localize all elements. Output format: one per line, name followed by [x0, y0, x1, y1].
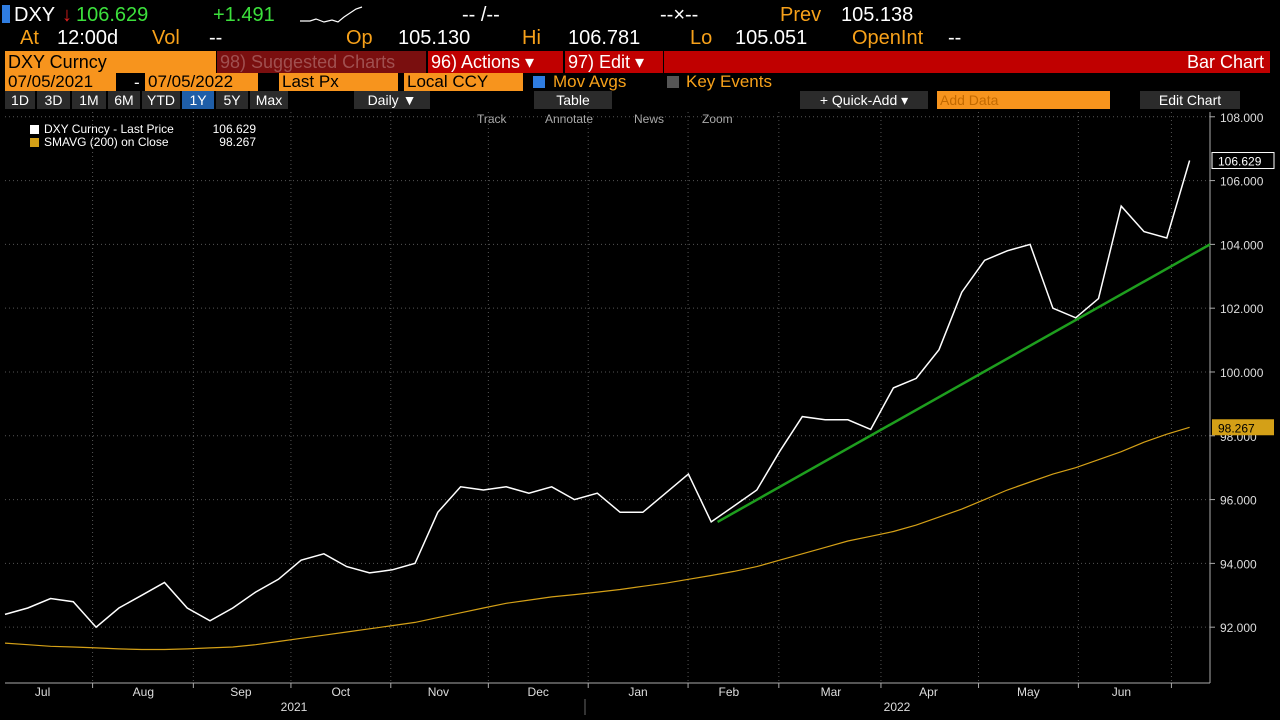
actions-menu[interactable]: 96) Actions ▾	[428, 51, 563, 73]
x-tick-label: Apr	[919, 685, 938, 699]
trend-line	[716, 243, 1211, 523]
add-data[interactable]: Add Data	[937, 91, 1110, 109]
mov-avgs[interactable]: Mov Avgs	[553, 72, 627, 91]
legend-swatch	[30, 138, 39, 147]
legend-label: DXY Curncy - Last Price	[44, 122, 174, 136]
period-button[interactable]: 1M	[72, 91, 106, 109]
chart-tool[interactable]: Track	[477, 112, 507, 126]
period-button[interactable]: 1Y	[182, 91, 214, 109]
mov-avgs-checkbox[interactable]	[533, 76, 545, 88]
last-value-label: 106.629	[1218, 155, 1262, 169]
x-tick-label: Dec	[528, 685, 549, 699]
x-tick-label: Jun	[1112, 685, 1131, 699]
start-date[interactable]: 07/05/2021	[5, 73, 116, 91]
last-value-label: 98.267	[1218, 421, 1255, 435]
x-tick-label: Aug	[133, 685, 154, 699]
chart-tool[interactable]: News	[634, 112, 665, 126]
y-tick-label: 104.000	[1220, 238, 1264, 252]
legend-value: 98.267	[219, 135, 256, 149]
edit-chart[interactable]: Edit Chart	[1140, 91, 1240, 109]
last-value-tag	[1212, 419, 1274, 436]
y-tick-label: 94.000	[1220, 557, 1257, 571]
end-date[interactable]: 07/05/2022	[145, 73, 258, 91]
high-value: 106.781	[568, 27, 641, 49]
chart-tool[interactable]: Zoom	[702, 112, 733, 126]
low-label: Lo	[690, 27, 713, 49]
period-button[interactable]: 6M	[108, 91, 140, 109]
y-tick-label: 92.000	[1220, 621, 1257, 635]
suggested-charts[interactable]: 98) Suggested Charts	[217, 51, 426, 73]
legend-label: SMAVG (200) on Close	[44, 135, 169, 149]
price-line	[4, 160, 1191, 629]
legend-swatch	[30, 125, 39, 134]
currency-select[interactable]: Local CCY	[404, 73, 523, 91]
legend-value: 106.629	[213, 122, 257, 136]
x-tick-label: Oct	[331, 685, 350, 699]
date-dash: -	[134, 73, 140, 92]
last-price: 106.629	[76, 4, 149, 26]
x-tick-label: Nov	[428, 685, 449, 699]
period-button[interactable]: Max	[250, 91, 288, 109]
year-label: 2021	[281, 700, 308, 714]
size: --×--	[660, 4, 699, 26]
x-tick-label: Jan	[628, 685, 647, 699]
oi-value: --	[948, 27, 962, 49]
y-tick-label: 106.000	[1220, 175, 1264, 189]
chart-type: Bar Chart	[664, 51, 1270, 73]
chart-tool[interactable]: Annotate	[545, 112, 594, 126]
edit-menu[interactable]: 97) Edit ▾	[565, 51, 663, 73]
y-tick-label: 96.000	[1220, 494, 1257, 508]
bid-ask: -- /--	[462, 4, 500, 26]
period-button[interactable]: 1D	[5, 91, 35, 109]
table-button[interactable]: Table	[534, 91, 612, 109]
time: 12:00d	[57, 27, 119, 49]
y-tick-label: 102.000	[1220, 302, 1264, 316]
high-label: Hi	[522, 27, 541, 49]
down-arrow: ↓	[62, 4, 72, 26]
last-value-tag	[1211, 152, 1275, 170]
x-tick-label: May	[1017, 685, 1040, 699]
chart: 92.00094.00096.00098.000100.000102.00010…	[4, 111, 1275, 715]
field-select[interactable]: Last Px	[279, 73, 398, 91]
x-tick-label: Jul	[35, 685, 50, 699]
ticker: DXY	[14, 4, 56, 26]
period-button[interactable]: 5Y	[216, 91, 248, 109]
moving-average-line	[4, 426, 1190, 651]
net-change: +1.491	[213, 4, 275, 26]
prev-value: 105.138	[841, 4, 914, 26]
oi-label: OpenInt	[852, 27, 924, 49]
y-tick-label: 108.000	[1220, 111, 1264, 125]
vol-value: --	[209, 27, 223, 49]
vol-label: Vol	[152, 27, 180, 49]
prev-label: Prev	[780, 4, 822, 26]
y-tick-label: 100.000	[1220, 366, 1264, 380]
security-field[interactable]: DXY Curncy	[5, 51, 216, 73]
period-button[interactable]: 3D	[37, 91, 70, 109]
period-button[interactable]: YTD	[142, 91, 180, 109]
x-tick-label: Feb	[718, 685, 739, 699]
open-label: Op	[346, 27, 373, 49]
sparkline	[300, 6, 363, 23]
open-value: 105.130	[398, 27, 471, 49]
sparkline-line	[300, 6, 363, 23]
year-label: 2022	[884, 700, 911, 714]
key-events[interactable]: Key Events	[686, 72, 772, 91]
low-value: 105.051	[735, 27, 808, 49]
frequency[interactable]: Daily ▼	[354, 91, 430, 109]
key-events-checkbox[interactable]	[667, 76, 679, 88]
ticker-marker	[2, 5, 10, 23]
x-tick-label: Sep	[230, 685, 252, 699]
x-tick-label: Mar	[821, 685, 842, 699]
quick-add[interactable]: + Quick-Add ▾	[800, 91, 928, 109]
at-label: At	[20, 27, 39, 49]
